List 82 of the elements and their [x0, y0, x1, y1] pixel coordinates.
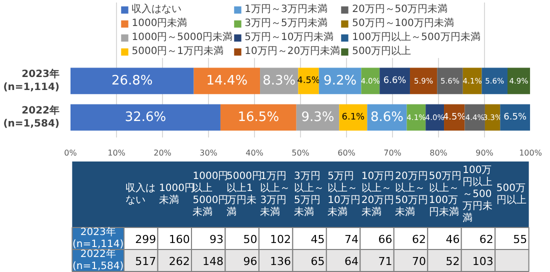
data-label: 62 — [412, 233, 426, 246]
data-label: 45 — [310, 233, 325, 246]
data-label: 517 — [135, 255, 156, 268]
data-label: 299 — [135, 233, 156, 246]
bar — [410, 68, 438, 94]
x-tick-label: 1000円未満 — [159, 182, 194, 206]
data-label: 9.3% — [301, 110, 334, 125]
y-tick-label: 2023年(n=1,114) — [3, 68, 60, 94]
x-tick-label: 10万円以上～20万円未満 — [361, 170, 394, 218]
data-label: 8.3% — [262, 73, 296, 88]
data-label: 9.2% — [324, 73, 357, 88]
data-label: 55 — [513, 233, 528, 246]
data-label: 96 — [243, 255, 258, 268]
data-label: 52 — [446, 255, 460, 268]
data-label: 66 — [378, 233, 392, 246]
bar — [194, 68, 260, 94]
bar — [500, 104, 530, 131]
data-label: 14.4% — [206, 73, 248, 88]
data-label: 74 — [344, 233, 358, 246]
x-tick-label: 80% — [430, 148, 448, 158]
legend-label: 1万円～3万円未満 — [244, 2, 328, 16]
x-tick-label: 100万円以上～500万円未満 — [462, 164, 493, 224]
data-label: 62 — [479, 233, 494, 246]
data-label: 262 — [168, 255, 190, 268]
x-tick-label: 収入はない — [125, 182, 156, 206]
data-label: 148 — [202, 255, 224, 268]
data-label: 50 — [243, 233, 258, 246]
x-tick-label: 1万円以上～3万円未満 — [260, 170, 290, 218]
bar — [220, 104, 296, 131]
data-label: 103 — [472, 255, 494, 268]
y-tick-label: 2023年(n=1,114) — [72, 226, 124, 250]
bar — [437, 68, 463, 94]
legend-label: 5万円～10万円未満 — [244, 30, 334, 44]
y-tick-label: 2022年(n=1,584) — [72, 248, 124, 272]
x-tick-label: 500万円以上 — [496, 182, 526, 206]
x-tick-label: 70% — [384, 148, 402, 158]
legend-label: 3万円～5万円未満 — [244, 16, 328, 30]
bar — [70, 68, 194, 94]
data-label: 6.1% — [342, 112, 366, 122]
data-label: 93 — [210, 233, 224, 246]
legend-label: 5000円～1万円未満 — [132, 44, 224, 58]
legend-label: 10万円～20万円未満 — [244, 44, 340, 58]
data-label: 46 — [446, 233, 460, 246]
data-label: 136 — [270, 255, 292, 268]
legend-label: 500万円以上 — [352, 44, 412, 58]
x-tick-label: 100% — [519, 148, 542, 158]
legend-label: 100万円以上～500万円未満 — [352, 30, 480, 44]
data-label: 6.6% — [383, 76, 407, 86]
y-tick-label: 2022年(n=1,584) — [3, 104, 60, 130]
bar — [380, 68, 410, 94]
bar — [70, 104, 220, 131]
x-tick-label: 0% — [64, 148, 78, 158]
x-tick-label: 20万円以上～50万円未満 — [395, 170, 428, 218]
x-tick-label: 3万円以上～5万円未満 — [294, 170, 324, 218]
data-label: 102 — [270, 233, 292, 246]
x-tick-label: 50万円以上～100万円未満 — [428, 170, 462, 218]
data-label: 64 — [344, 255, 358, 268]
x-tick-label: 40% — [246, 148, 264, 158]
x-tick-label: 50% — [292, 148, 310, 158]
data-label: 32.6% — [124, 110, 166, 125]
data-label: 65 — [310, 255, 325, 268]
legend-label: 1000円未満 — [132, 16, 188, 30]
data-label: 71 — [378, 255, 392, 268]
data-label: 16.5% — [238, 110, 280, 125]
data-label: 8.6% — [370, 110, 404, 125]
x-tick-label: 90% — [476, 148, 494, 158]
x-tick-label: 10% — [108, 148, 126, 158]
legend-label: 50万円～100万円未満 — [352, 16, 454, 30]
legend-label: 1000円～5000円未満 — [132, 30, 233, 44]
legend-label: 20万円～50万円未満 — [352, 2, 448, 16]
data-label: 70 — [412, 255, 426, 268]
data-label: 160 — [168, 233, 190, 246]
data-label: 6.5% — [504, 112, 527, 122]
x-tick-label: 20% — [154, 148, 172, 158]
bar — [482, 68, 508, 94]
x-tick-label: 5万円以上～10万円未満 — [328, 170, 360, 218]
data-label: 4.5% — [442, 112, 466, 122]
bar — [464, 104, 485, 131]
data-label: 26.8% — [111, 73, 153, 88]
x-tick-label: 30% — [200, 148, 218, 158]
legend-label: 収入はない — [132, 2, 182, 16]
x-tick-label: 60% — [338, 148, 356, 158]
